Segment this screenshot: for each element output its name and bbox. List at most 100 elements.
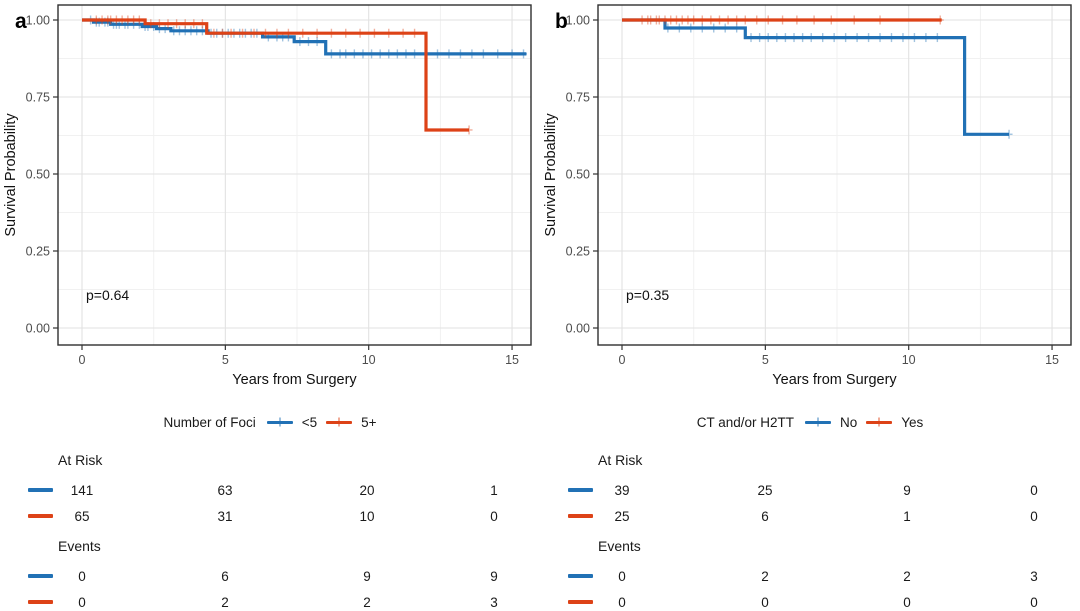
risk-count-cell: 0 — [903, 594, 911, 610]
risk-count-cell: 63 — [217, 482, 233, 498]
risk-count-cell: 25 — [757, 482, 773, 498]
km-curves — [622, 15, 1013, 139]
risk-count-cell: 2 — [761, 568, 769, 584]
at-risk-section-label: At Risk — [598, 452, 643, 468]
risk-count-cell: 2 — [363, 594, 371, 610]
risk-count-cell: 0 — [1030, 594, 1038, 610]
plot-background — [598, 5, 1071, 345]
plot-background — [58, 5, 531, 345]
legend-label: <5 — [301, 415, 318, 430]
y-tick-label: 0.75 — [26, 91, 50, 105]
risk-count-cell: 0 — [78, 568, 86, 584]
gridlines — [598, 5, 1071, 345]
risk-count-cell: 10 — [359, 508, 375, 524]
km-curves — [82, 15, 528, 135]
panel-border — [57, 4, 532, 346]
axis-ticks — [593, 19, 1053, 350]
y-tick-label: 0.50 — [26, 168, 50, 182]
risk-count-cell: 31 — [217, 508, 233, 524]
y-tick-label: 0.50 — [566, 168, 590, 182]
legend-label: Yes — [901, 415, 924, 430]
survival-plot-b: 0 5 10 15 0.00 0.25 0.50 0.75 1.00 Years from Sur… — [543, 4, 1072, 388]
y-tick-label: 1.00 — [26, 14, 50, 28]
x-tick-label: 10 — [902, 353, 916, 367]
row-color-dash — [568, 488, 593, 492]
risk-count-cell: 1 — [903, 508, 911, 524]
legend-censor-tick-icon — [278, 417, 281, 427]
legend-censor-tick-icon — [878, 417, 881, 427]
risk-count-cell: 2 — [903, 568, 911, 584]
x-tick-label: 5 — [762, 353, 769, 367]
censor-marks-5+ — [92, 15, 473, 135]
row-color-dash — [568, 574, 593, 578]
x-axis-title: Years from Surgery — [232, 372, 357, 388]
legend-title: Number of Foci — [163, 415, 256, 430]
y-axis-title: Survival Probability — [543, 113, 559, 237]
y-tick-label: 0.00 — [26, 322, 50, 336]
axis-ticks — [53, 19, 513, 350]
legend-censor-tick-icon — [817, 417, 819, 427]
risk-count-cell: 6 — [761, 508, 769, 524]
x-tick-label: 0 — [619, 353, 626, 367]
figure-panel-a: 0 5 10 15 0.00 0.25 0.50 0.75 1.00 Years from Sur… — [0, 4, 540, 610]
row-color-dash — [568, 600, 593, 604]
risk-count-cell: 0 — [78, 594, 86, 610]
risk-count-cell: 0 — [1030, 482, 1038, 498]
row-color-dash — [568, 514, 593, 518]
legend-title: CT and/or H2TT — [696, 415, 794, 430]
panel-letter-a: a — [15, 10, 27, 33]
row-color-dash — [28, 488, 53, 492]
risk-count-cell: 25 — [614, 508, 630, 524]
risk-count-cell: 2 — [221, 594, 229, 610]
risk-count-cell: 0 — [490, 508, 498, 524]
y-tick-label: 0.00 — [566, 322, 590, 336]
legend-b: CT and/or H2TT No Yes — [540, 415, 1080, 430]
y-tick-label: 1.00 — [566, 14, 590, 28]
censor-marks-Yes — [638, 15, 944, 25]
risk-count-cell: 0 — [618, 594, 626, 610]
risk-count-cell: 141 — [70, 482, 94, 498]
risk-count-cell: 9 — [363, 568, 371, 584]
risk-count-cell: 3 — [1030, 568, 1038, 584]
p-value-label: p=0.35 — [626, 287, 669, 303]
legend-key-line-icon — [326, 417, 353, 427]
x-tick-label: 15 — [1045, 353, 1059, 367]
risk-count-cell: 6 — [221, 568, 229, 584]
x-tick-label: 10 — [362, 353, 376, 367]
events-section-label: Events — [58, 538, 101, 554]
legend-a: Number of Foci <5 5+ — [0, 415, 540, 430]
events-section-label: Events — [598, 538, 641, 554]
legend-label: No — [840, 415, 858, 430]
x-axis-title: Years from Surgery — [772, 372, 897, 388]
risk-count-cell: 9 — [490, 568, 498, 584]
x-tick-label: 5 — [222, 353, 229, 367]
risk-count-cell: 3 — [490, 594, 498, 610]
x-tick-label: 0 — [79, 353, 86, 367]
row-color-dash — [28, 600, 53, 604]
at-risk-section-label: At Risk — [58, 452, 103, 468]
risk-count-cell: 1 — [490, 482, 498, 498]
legend-key-line-icon — [805, 417, 831, 427]
gridlines — [58, 5, 531, 345]
risk-count-cell: 20 — [359, 482, 375, 498]
risk-count-cell: 9 — [903, 482, 911, 498]
km-curve-5+ — [82, 18, 469, 132]
row-color-dash — [28, 514, 53, 518]
x-tick-label: 15 — [505, 353, 519, 367]
legend-key-line-icon — [866, 417, 893, 427]
panel-border — [597, 4, 1072, 346]
y-tick-label: 0.25 — [566, 245, 590, 259]
panel-letter-b: b — [555, 10, 568, 33]
legend-key-line-icon — [266, 417, 293, 427]
censor-marks-No — [664, 23, 1013, 139]
risk-count-cell: 0 — [761, 594, 769, 610]
y-tick-label: 0.25 — [26, 245, 50, 259]
km-curve-<5 — [82, 18, 527, 56]
y-axis-title: Survival Probability — [3, 113, 19, 237]
survival-plot-a: 0 5 10 15 0.00 0.25 0.50 0.75 1.00 Years from Sur… — [3, 4, 532, 388]
risk-count-cell: 65 — [74, 508, 90, 524]
y-tick-label: 0.75 — [566, 91, 590, 105]
risk-count-cell: 39 — [614, 482, 630, 498]
figure-panel-b: 0 5 10 15 0.00 0.25 0.50 0.75 1.00 Years from Sur… — [540, 0, 1080, 611]
